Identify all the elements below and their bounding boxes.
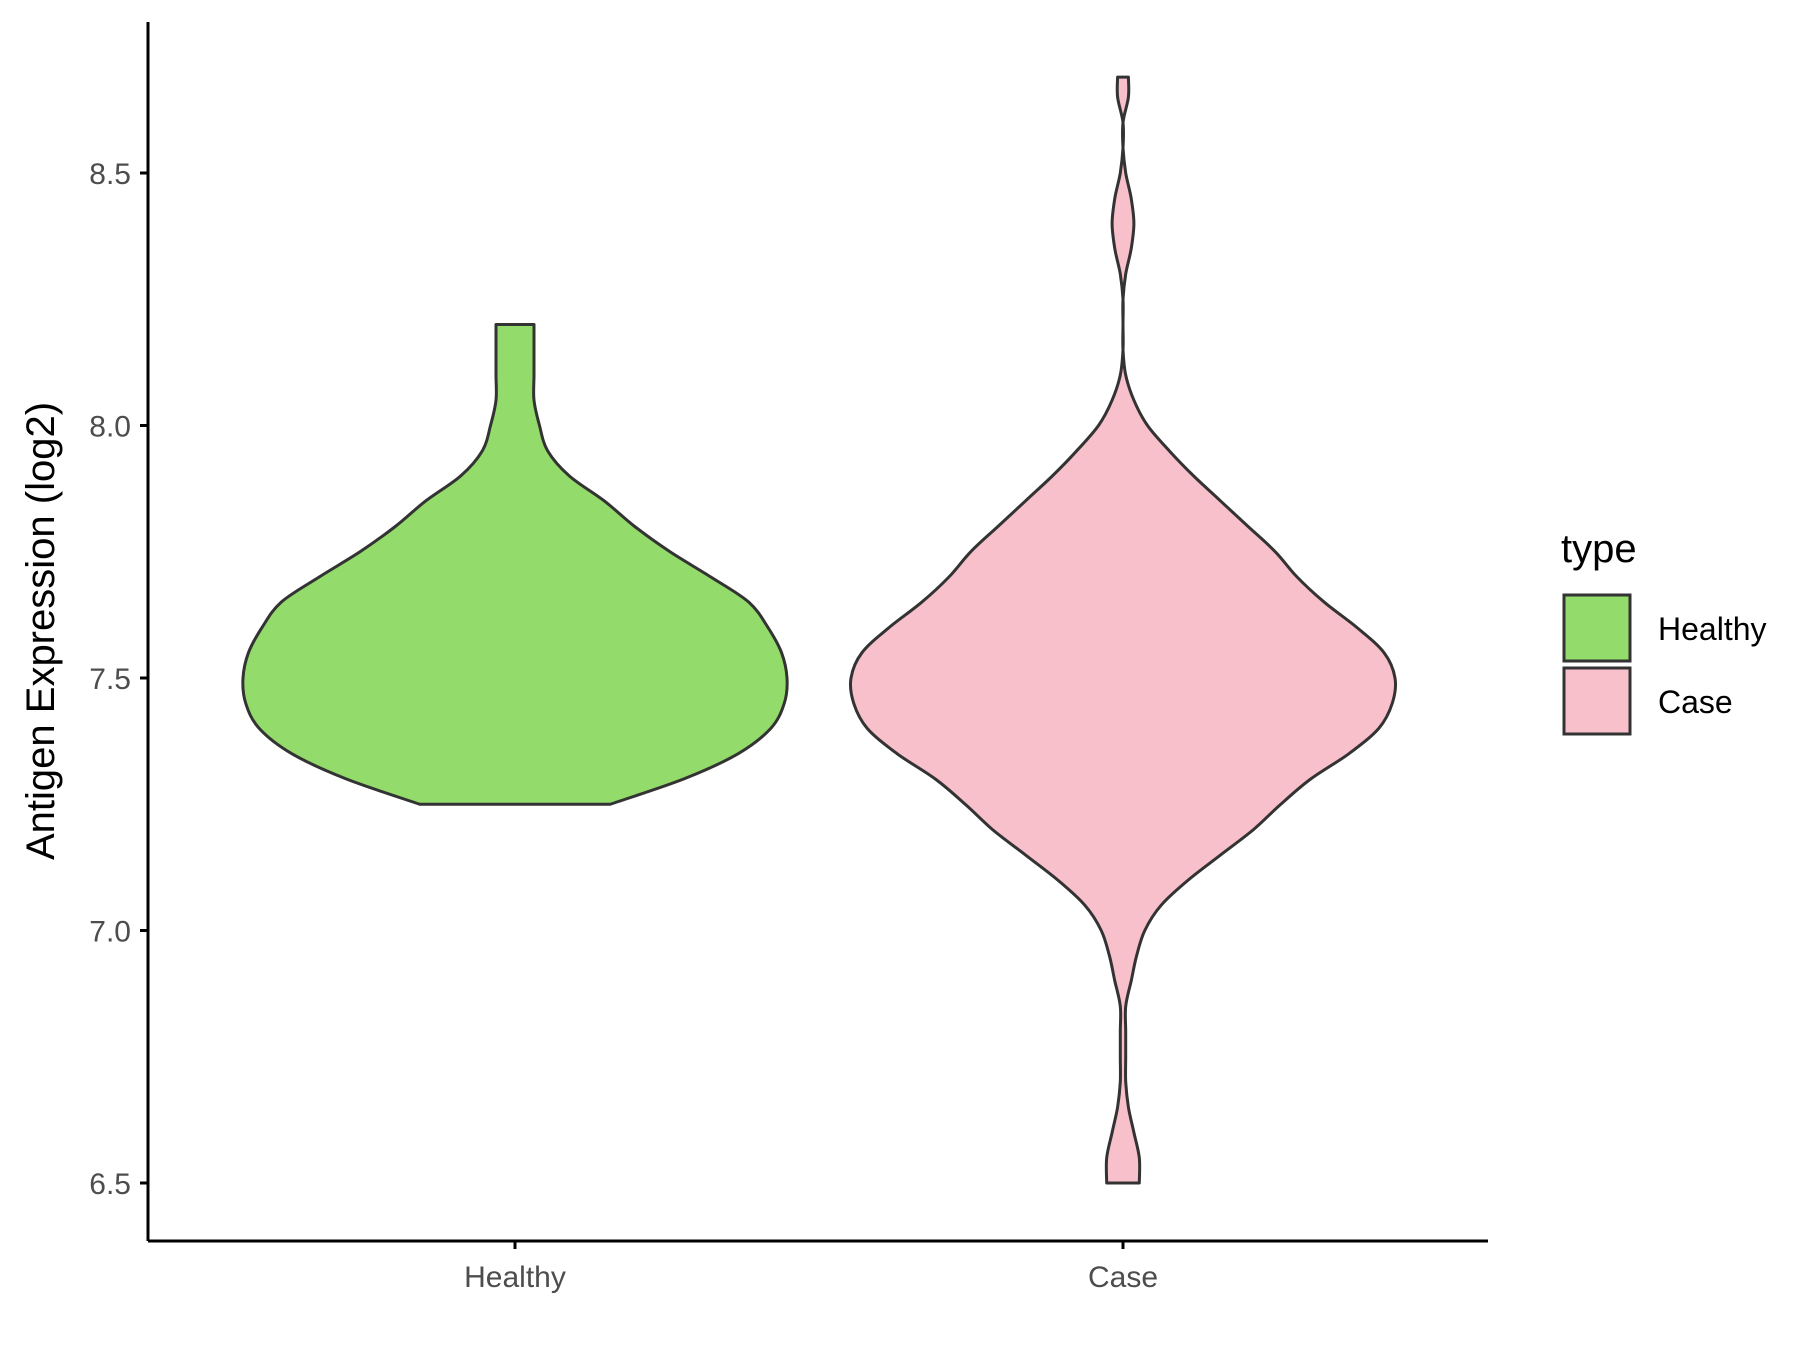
x-tick-label-healthy: Healthy (464, 1261, 566, 1294)
y-tick-label: 7.5 (89, 663, 131, 696)
violins-layer (241, 75, 1398, 1185)
y-tick-label: 8.0 (89, 411, 131, 444)
y-ticks: 6.5 7.0 7.5 8.0 8.5 (89, 158, 148, 1201)
violin-case (848, 75, 1398, 1185)
violin-healthy (241, 323, 789, 806)
legend: type Healthy Case (1561, 527, 1767, 736)
y-tick-label: 7.0 (89, 916, 131, 949)
legend-key-case (1562, 666, 1632, 736)
y-axis-title: Antigen Expression (log2) (19, 402, 63, 860)
legend-label-healthy: Healthy (1658, 611, 1767, 647)
x-ticks: Healthy Case (464, 1241, 1158, 1294)
legend-key-healthy (1562, 593, 1632, 663)
legend-label-case: Case (1658, 684, 1733, 720)
y-tick-label: 8.5 (89, 158, 131, 191)
y-tick-label: 6.5 (89, 1168, 131, 1201)
legend-title: type (1561, 527, 1637, 571)
x-tick-label-case: Case (1088, 1261, 1158, 1294)
